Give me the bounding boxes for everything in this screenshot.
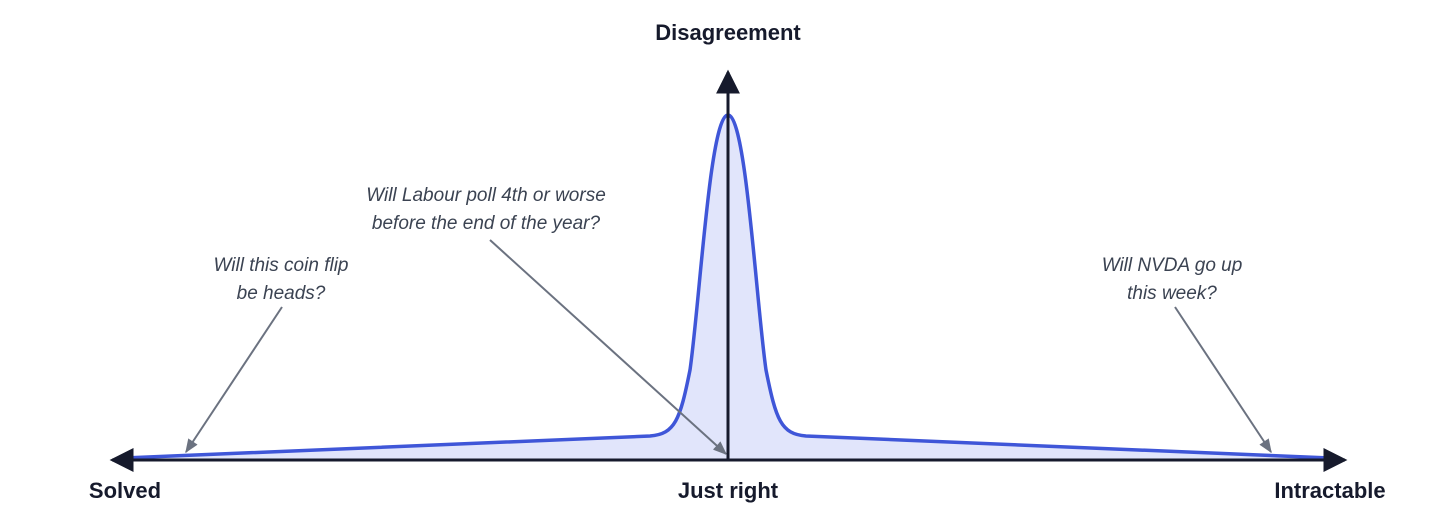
annotation-text: be heads? bbox=[237, 283, 326, 304]
annotation-text: Will this coin flip bbox=[214, 255, 349, 276]
x-left-label: Solved bbox=[89, 478, 161, 503]
annotation-text: Will Labour poll 4th or worse bbox=[366, 185, 606, 206]
annotation-text: Will NVDA go up bbox=[1102, 255, 1243, 276]
x-right-label: Intractable bbox=[1274, 478, 1385, 503]
annotation-text: before the end of the year? bbox=[372, 213, 601, 234]
annotation-text: this week? bbox=[1127, 283, 1217, 304]
annotation-arrow bbox=[489, 239, 728, 455]
x-center-label: Just right bbox=[678, 478, 779, 503]
annotation-arrow bbox=[1174, 306, 1272, 454]
annotation-arrow bbox=[185, 306, 283, 454]
y-axis-label: Disagreement bbox=[655, 20, 801, 45]
